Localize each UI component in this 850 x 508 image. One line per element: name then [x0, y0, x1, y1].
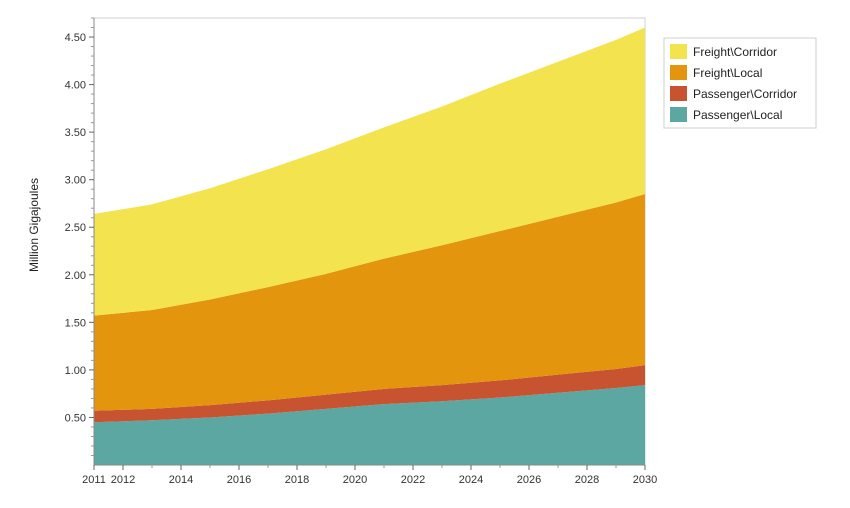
legend-label-passenger-local: Passenger\Local: [693, 108, 782, 122]
y-tick-label: 2.50: [65, 222, 86, 234]
x-tick-label: 2018: [285, 474, 309, 486]
area-series-group: [94, 27, 645, 465]
legend-label-passenger-corridor: Passenger\Corridor: [693, 87, 797, 101]
area-passenger-local: [94, 385, 645, 465]
x-tick-label: 2026: [517, 474, 541, 486]
y-tick-label: 4.00: [65, 80, 86, 92]
x-tick-label: 2022: [401, 474, 425, 486]
y-tick-label: 4.50: [65, 32, 86, 44]
x-tick-label: 2028: [575, 474, 599, 486]
legend-swatch-freight-corridor: [670, 44, 687, 59]
y-axis-title: Million Gigajoules: [27, 178, 41, 272]
x-tick-label: 2020: [343, 474, 367, 486]
legend-swatch-freight-local: [670, 65, 687, 80]
y-tick-label: 2.00: [65, 270, 86, 282]
legend-swatch-passenger-local: [670, 107, 687, 122]
legend-label-freight-local: Freight\Local: [693, 66, 762, 80]
legend: Freight\Corridor Freight\Local Passenger\C…: [663, 37, 817, 129]
x-tick-label: 2011: [82, 474, 106, 486]
area-passenger-corridor: [94, 365, 645, 423]
y-tick-label: 1.00: [65, 365, 86, 377]
x-tick-label: 2024: [459, 474, 483, 486]
y-tick-label: 3.00: [65, 175, 86, 187]
y-tick-label: 3.50: [65, 127, 86, 139]
x-tick-label: 2016: [227, 474, 251, 486]
legend-label-freight-corridor: Freight\Corridor: [693, 45, 777, 59]
legend-swatch-passenger-corridor: [670, 86, 687, 101]
area-freight-local: [94, 193, 645, 411]
y-tick-label: 1.50: [65, 317, 86, 329]
area-freight-corridor: [94, 27, 645, 316]
x-tick-label: 2012: [111, 474, 135, 486]
y-tick-label: 0.50: [65, 412, 86, 424]
axes-group: 0.50 1.00 1.50 2.00 2.50 3.00 3.50 4.00 4.50 2011…: [65, 17, 657, 486]
x-tick-label: 2014: [169, 474, 193, 486]
legend-box: [663, 37, 817, 129]
x-tick-label: 2030: [633, 474, 657, 486]
